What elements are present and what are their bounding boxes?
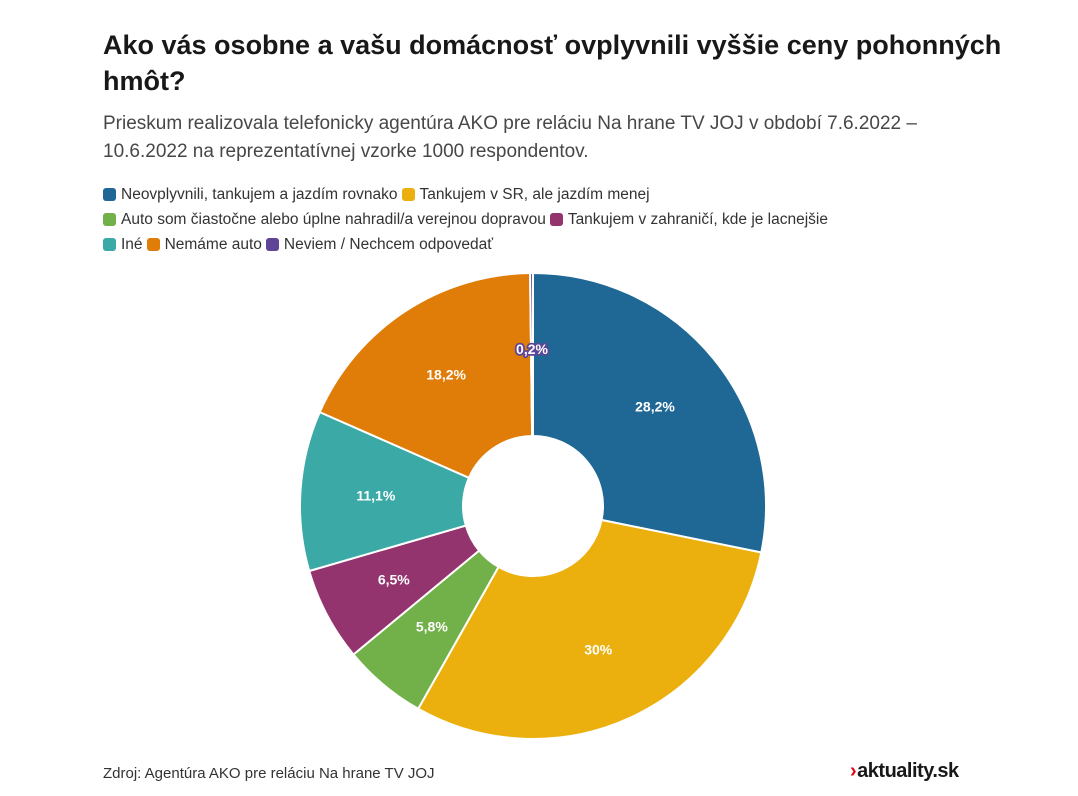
legend-row: Auto som čiastočne alebo úplne nahradil/… [103, 207, 1003, 232]
donut-slice[interactable] [318, 272, 534, 480]
legend-item-zahranicie[interactable]: Tankujem v zahraničí, kde je lacnejšie [549, 210, 828, 229]
donut-slice[interactable] [529, 271, 534, 438]
legend-row: Iné Nemáme auto Neviem / Nechcem odpoved… [103, 232, 1003, 257]
logo-text: aktuality.sk [857, 760, 959, 782]
legend-item-neovplyvnili[interactable]: Neovplyvnili, tankujem a jazdím rovnako [103, 186, 398, 204]
legend-swatch [146, 238, 160, 251]
legend-item-verejna-doprava[interactable]: Auto som čiastočne alebo úplne nahradil/… [103, 211, 546, 229]
legend-swatch [549, 213, 563, 226]
legend-swatch [401, 188, 415, 201]
donut-slice[interactable] [416, 518, 763, 740]
donut-slice[interactable] [532, 271, 767, 554]
slice-data-label: 0,2% [516, 341, 548, 357]
source-note: Zdroj: Agentúra AKO pre reláciu Na hrane… [103, 765, 435, 782]
chart-title: Ako vás osobne a vašu domácnosť ovplyvni… [103, 30, 1002, 96]
slice-data-label: 28,2% [635, 398, 675, 414]
legend-label: Neviem / Nechcem odpovedať [283, 235, 494, 253]
legend-label: Auto som čiastočne alebo úplne nahradil/… [121, 210, 546, 228]
legend-label: Nemáme auto [164, 235, 262, 253]
chart-subtitle: Prieskum realizovala telefonicky agentúr… [103, 113, 917, 162]
chart-legend: Neovplyvnili, tankujem a jazdím rovnako … [103, 182, 1003, 257]
logo-mark: › [850, 760, 857, 782]
slice-data-label: 6,5% [378, 572, 410, 588]
legend-item-jazdim-menej[interactable]: Tankujem v SR, ale jazdím menej [401, 185, 650, 204]
brand-logo: ›aktuality.sk [850, 760, 959, 783]
legend-item-ine[interactable]: Iné [103, 236, 143, 254]
legend-label: Tankujem v SR, ale jazdím menej [419, 185, 650, 203]
legend-swatch [103, 238, 116, 251]
slice-data-label: 18,2% [426, 367, 466, 383]
donut-slice[interactable] [299, 410, 471, 573]
slice-data-label: 11,1% [356, 488, 395, 504]
legend-swatch [103, 213, 116, 226]
legend-swatch [103, 188, 116, 201]
slice-data-label: 5,8% [416, 619, 448, 635]
slice-data-label: 30% [584, 641, 613, 657]
legend-label: Tankujem v zahraničí, kde je lacnejšie [567, 210, 828, 228]
legend-swatch [265, 238, 279, 251]
legend-item-nemame-auto[interactable]: Nemáme auto [146, 235, 262, 254]
legend-label: Iné [121, 235, 143, 253]
legend-row: Neovplyvnili, tankujem a jazdím rovnako … [103, 182, 1003, 207]
legend-label: Neovplyvnili, tankujem a jazdím rovnako [121, 185, 398, 203]
legend-item-neviem[interactable]: Neviem / Nechcem odpovedať [265, 235, 494, 254]
